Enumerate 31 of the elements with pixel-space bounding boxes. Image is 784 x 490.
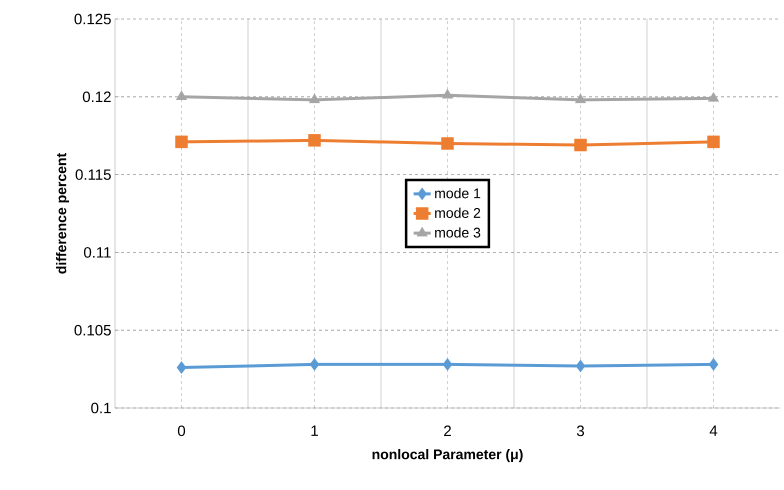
- point: [442, 88, 453, 98]
- point: [309, 94, 320, 104]
- y-tick-label: 0.1: [91, 402, 111, 414]
- point: [708, 358, 718, 371]
- y-tick-label: 0.115: [76, 169, 111, 180]
- x-tick-label: 4: [710, 426, 718, 436]
- point: [176, 361, 186, 374]
- point: [175, 136, 188, 148]
- y-tick-label: 0.125: [74, 14, 111, 24]
- point: [441, 137, 454, 150]
- point: [308, 134, 321, 147]
- point: [708, 92, 719, 102]
- x-axis-title: nonlocal Parameter (μ): [372, 449, 523, 462]
- point: [707, 136, 720, 148]
- point: [310, 358, 320, 371]
- x-tick-label: 0: [178, 426, 186, 436]
- x-tick-label: 2: [444, 426, 451, 436]
- point: [574, 138, 587, 152]
- y-tick-label: 0.11: [84, 247, 111, 258]
- point: [176, 90, 187, 100]
- legend-label: mode 2: [435, 208, 480, 218]
- y-tick-label: 0.105: [74, 324, 111, 336]
- x-tick-label: 3: [576, 426, 584, 436]
- point: [575, 94, 586, 104]
- x-tick-label: 1: [311, 426, 318, 436]
- legend-label: mode 1: [435, 188, 480, 198]
- y-axis-title: difference percent: [56, 153, 70, 274]
- legend-label: mode 3: [435, 227, 480, 238]
- point: [576, 360, 586, 372]
- y-tick-label: 0.12: [82, 91, 111, 102]
- point: [442, 358, 452, 371]
